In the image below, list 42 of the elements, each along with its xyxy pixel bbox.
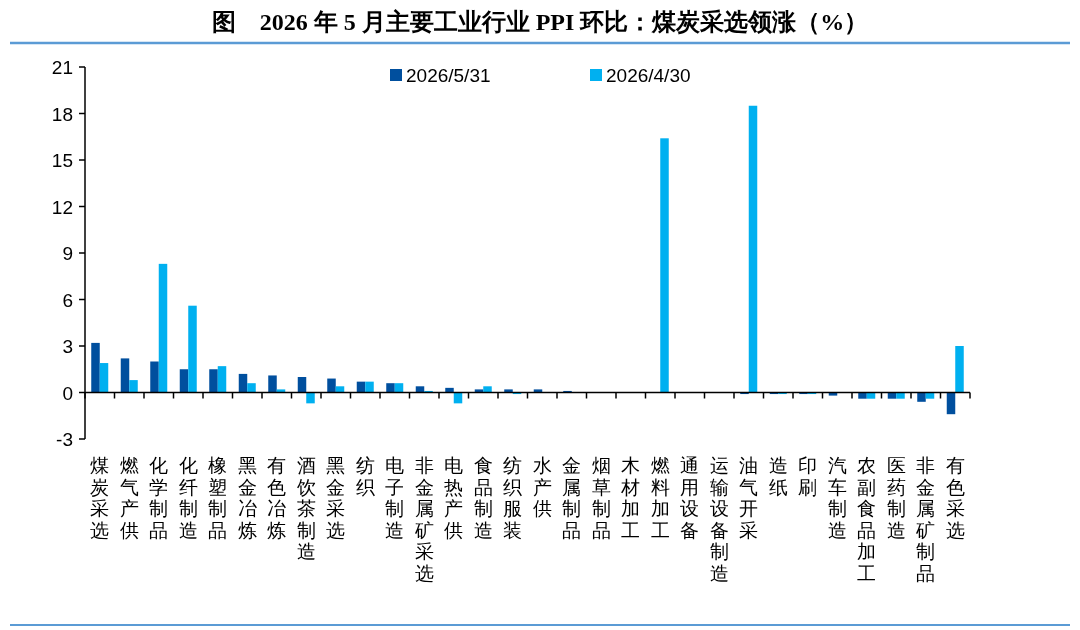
legend-label: 2026/5/31 <box>406 65 491 86</box>
x-tick-label: 电子制造 <box>385 455 405 541</box>
x-tick-label: 木材加工 <box>620 455 641 541</box>
x-tick-label: 水产供 <box>532 455 552 519</box>
x-tick-label: 有色冶炼 <box>267 455 287 541</box>
x-tick-label: 汽车制造 <box>827 455 847 541</box>
x-tick-label: 橡塑制品 <box>208 455 228 541</box>
x-tick-label: 非金属矿制品 <box>915 455 936 584</box>
x-tick-label: 通用设备 <box>680 455 700 541</box>
y-tick-label: 12 <box>51 196 73 218</box>
x-tick-label: 印刷 <box>798 455 818 498</box>
x-tick-label: 金属制品 <box>562 455 582 541</box>
x-tick-label: 造纸 <box>768 455 788 498</box>
x-tick-label: 非金属矿采选 <box>413 455 434 584</box>
x-tick-label: 黑金采选 <box>326 455 346 541</box>
x-tick-label: 电热产供 <box>444 455 464 541</box>
x-tick-label: 纺织服装 <box>503 455 523 541</box>
chart-title: 图 2026 年 5 月主要工业行业 PPI 环比：煤炭采选领涨（%） <box>211 8 869 35</box>
x-tick-label: 食品制造 <box>473 455 493 541</box>
legend-label: 2026/4/30 <box>606 65 691 86</box>
x-tick-label: 化纤制造 <box>178 455 198 541</box>
x-tick-label: 酒饮茶制造 <box>295 455 316 562</box>
y-tick-label: 0 <box>62 382 73 404</box>
x-tick-label: 烟草制品 <box>591 455 611 541</box>
x-tick-label: 燃气产供 <box>119 455 139 541</box>
x-tick-label: 农副食品加工 <box>857 455 877 584</box>
x-tick-label: 油气开采 <box>739 455 759 541</box>
x-tick-label: 有色采选 <box>945 455 965 541</box>
y-tick-label: 3 <box>62 336 73 357</box>
x-tick-label: 医药制造 <box>886 455 906 541</box>
y-tick-label: 21 <box>51 57 73 78</box>
y-tick-label: -3 <box>56 429 73 450</box>
x-tick-label: 燃料加工 <box>650 455 670 541</box>
y-tick-label: 9 <box>62 243 73 264</box>
y-tick-label: 6 <box>62 289 73 311</box>
x-tick-label: 煤炭采选 <box>90 455 110 541</box>
x-tick-label: 化学制品 <box>149 455 169 541</box>
y-tick-label: 18 <box>51 103 73 125</box>
x-tick-label: 纺织 <box>355 455 375 498</box>
x-tick-label: 黑金冶炼 <box>237 455 257 541</box>
x-tick-label: 运输设备制造 <box>709 455 729 584</box>
y-tick-label: 15 <box>51 150 73 171</box>
